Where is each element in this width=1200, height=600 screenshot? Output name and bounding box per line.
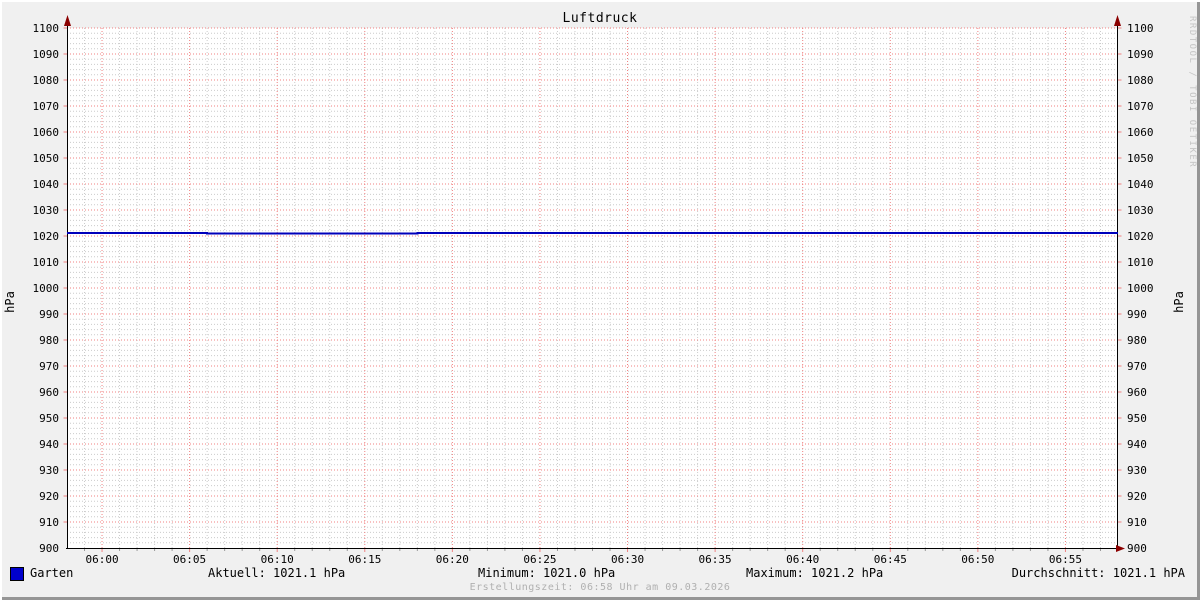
y-tick-label-right: 1100 [1127,22,1154,35]
series-label: Garten [30,566,74,580]
x-tick-label: 06:40 [786,553,819,566]
y-tick-label-left: 950 [39,412,59,425]
y-tick-label-right: 1030 [1127,204,1154,217]
y-tick-label-left: 920 [39,490,59,503]
x-tick-label: 06:45 [874,553,907,566]
y-tick-label-right: 980 [1127,334,1147,347]
x-tick-label: 06:15 [348,553,381,566]
y-tick-label-right: 910 [1127,516,1147,529]
y-tick-label-right: 1040 [1127,178,1154,191]
x-tick-label: 06:10 [261,553,294,566]
y-tick-label-left: 1040 [33,178,60,191]
y-tick-label-left: 1100 [33,22,60,35]
creation-time: Erstellungszeit: 06:58 Uhr am 09.03.2026 [469,582,731,593]
x-tick-label: 06:55 [1049,553,1082,566]
x-tick-label: 06:25 [523,553,556,566]
y-tick-label-left: 1080 [33,74,60,87]
y-tick-label-right: 940 [1127,438,1147,451]
y-tick-label-left: 1020 [33,230,60,243]
x-tick-label: 06:30 [611,553,644,566]
arrow-right-icon [1116,545,1125,552]
x-tick-label: 06:00 [85,553,118,566]
y-tick-label-right: 950 [1127,412,1147,425]
y-tick-label-left: 970 [39,360,59,373]
x-tick-label: 06:05 [173,553,206,566]
y-tick-label-right: 1090 [1127,48,1154,61]
y-tick-label-right: 1050 [1127,152,1154,165]
y-tick-label-left: 1090 [33,48,60,61]
y-tick-label-right: 1060 [1127,126,1154,139]
stat-minimum: Minimum: 1021.0 hPa [478,566,616,580]
y-tick-label-left: 980 [39,334,59,347]
series-color-swatch [10,567,24,581]
y-tick-label-right: 1070 [1127,100,1154,113]
y-tick-label-right: 990 [1127,308,1147,321]
x-tick-label: 06:20 [436,553,469,566]
y-tick-label-left: 1000 [33,282,60,295]
y-tick-label-left: 1010 [33,256,60,269]
arrow-up-left-icon [64,15,71,26]
y-tick-label-right: 920 [1127,490,1147,503]
y-tick-label-left: 1050 [33,152,60,165]
stat-current: Aktuell: 1021.1 hPa [208,566,346,580]
y-tick-label-left: 930 [39,464,59,477]
y-tick-label-right: 900 [1127,542,1147,555]
y-tick-label-right: 960 [1127,386,1147,399]
x-tick-label: 06:35 [699,553,732,566]
y-tick-label-right: 1000 [1127,282,1154,295]
x-tick-label: 06:50 [961,553,994,566]
stat-maximum: Maximum: 1021.2 hPa [746,566,884,580]
y-tick-label-right: 1080 [1127,74,1154,87]
y-tick-label-left: 990 [39,308,59,321]
data-line [67,232,1118,235]
arrow-up-right-icon [1114,15,1121,26]
stat-average: Durchschnitt: 1021.1 hPA [1011,566,1185,580]
y-tick-label-left: 940 [39,438,59,451]
chart-title: Luftdruck [562,11,638,26]
y-tick-label-left: 1060 [33,126,60,139]
y-tick-label-right: 930 [1127,464,1147,477]
y-tick-label-right: 1020 [1127,230,1154,243]
y-tick-label-right: 970 [1127,360,1147,373]
y-tick-label-left: 960 [39,386,59,399]
y-tick-label-left: 910 [39,516,59,529]
y-tick-label-left: 1070 [33,100,60,113]
y-tick-label-left: 900 [39,542,59,555]
rrdtool-watermark: RRDTOOL / TOBI OETIKER [1187,16,1197,169]
y-tick-label-left: 1030 [33,204,60,217]
y-tick-label-right: 1010 [1127,256,1154,269]
